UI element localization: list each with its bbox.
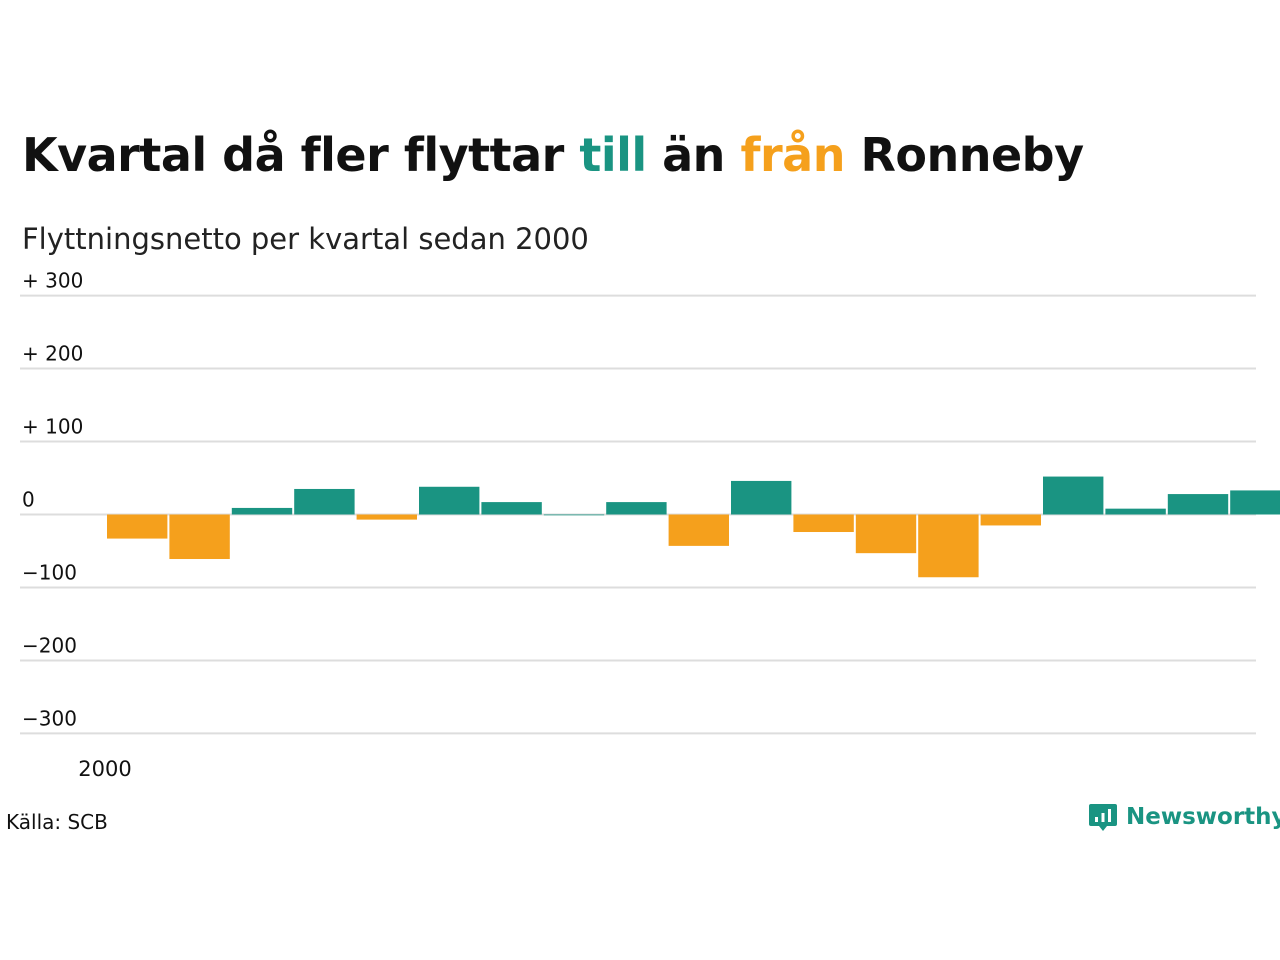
bar [481,502,542,515]
y-tick-label: 0 [22,488,35,512]
bar [1167,494,1229,515]
bar [543,514,605,516]
brand-name: Newsworthy [1126,804,1280,830]
bar [980,514,1041,526]
newsworthy-logo-icon [1089,804,1117,831]
title-till: till [579,128,647,182]
bar [107,514,168,539]
source-label: Källa: SCB [6,810,108,834]
brand-logo[interactable]: Newsworthy [1088,802,1280,832]
chart-title: Kvartal då fler flyttar till än från Ron… [22,128,1084,182]
chart-subtitle: Flyttningsnetto per kvartal sedan 2000 [22,222,589,256]
bar [231,507,293,515]
y-tick-label: −100 [22,560,77,584]
x-tick-label: 2000 [78,757,131,781]
bar [294,488,355,515]
bar [1043,476,1104,515]
title-fran: från [740,128,845,182]
y-tick-label: + 100 [22,415,83,439]
bar [793,514,854,533]
bar-chart: + 300+ 200+ 1000−100−200−300200020052010… [20,270,1280,781]
bar [1105,508,1166,515]
title-part-2: än [646,128,741,182]
bar [668,514,729,546]
y-tick-label: + 300 [22,270,83,293]
bar [606,502,667,515]
bar [1230,490,1280,515]
bar [419,486,480,515]
y-tick-label: + 200 [22,342,83,366]
title-part-1: Kvartal då fler flyttar [22,128,580,182]
y-tick-label: −300 [22,706,77,730]
bar [169,514,230,560]
title-part-3: Ronneby [844,128,1084,182]
bar [731,480,792,515]
bar [356,514,417,520]
bar [855,514,917,554]
bar [918,514,979,578]
y-tick-label: −200 [22,633,77,657]
